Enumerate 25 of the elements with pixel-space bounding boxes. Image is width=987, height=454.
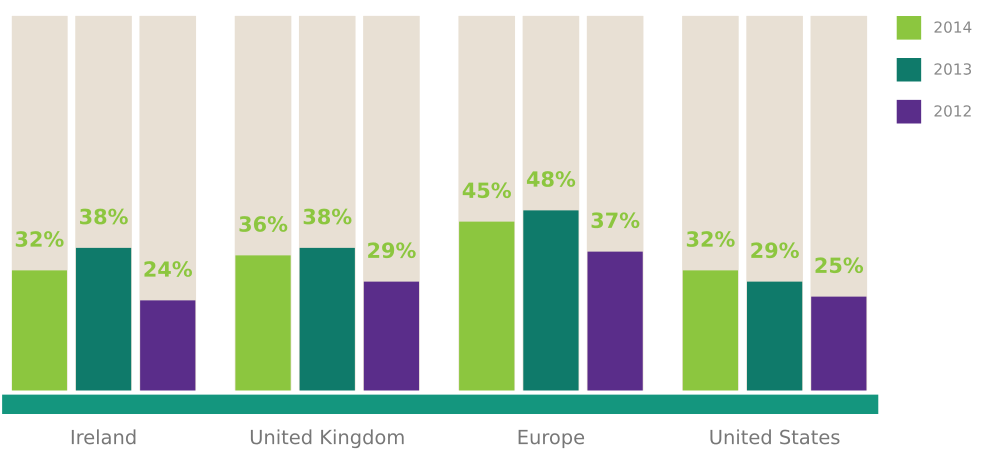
legend-label: 2014 [934,21,972,33]
data-label: 36% [240,216,288,232]
data-label: 38% [304,208,352,224]
legend-label: 2013 [934,63,972,75]
data-label: 37% [592,212,640,228]
bar [364,282,420,390]
bar [140,300,196,390]
x-tick-label: United States [710,429,840,444]
data-label: 32% [16,231,64,247]
x-tick-label: Europe [518,430,584,448]
data-label: 29% [751,242,799,258]
data-label: 24% [144,261,192,277]
legend-label: 2012 [934,105,971,117]
data-label: 45% [462,182,511,198]
data-label: 48% [526,171,576,187]
bar [811,296,866,390]
data-label: 25% [816,257,864,274]
data-label: 29% [368,242,416,258]
data-label: 38% [80,208,128,224]
x-tick-label: United Kingdom [250,429,404,448]
x-tick-label: Ireland [72,429,136,444]
data-label: 32% [686,231,735,247]
bar [12,270,67,390]
bar [746,282,802,390]
bar [682,270,738,390]
